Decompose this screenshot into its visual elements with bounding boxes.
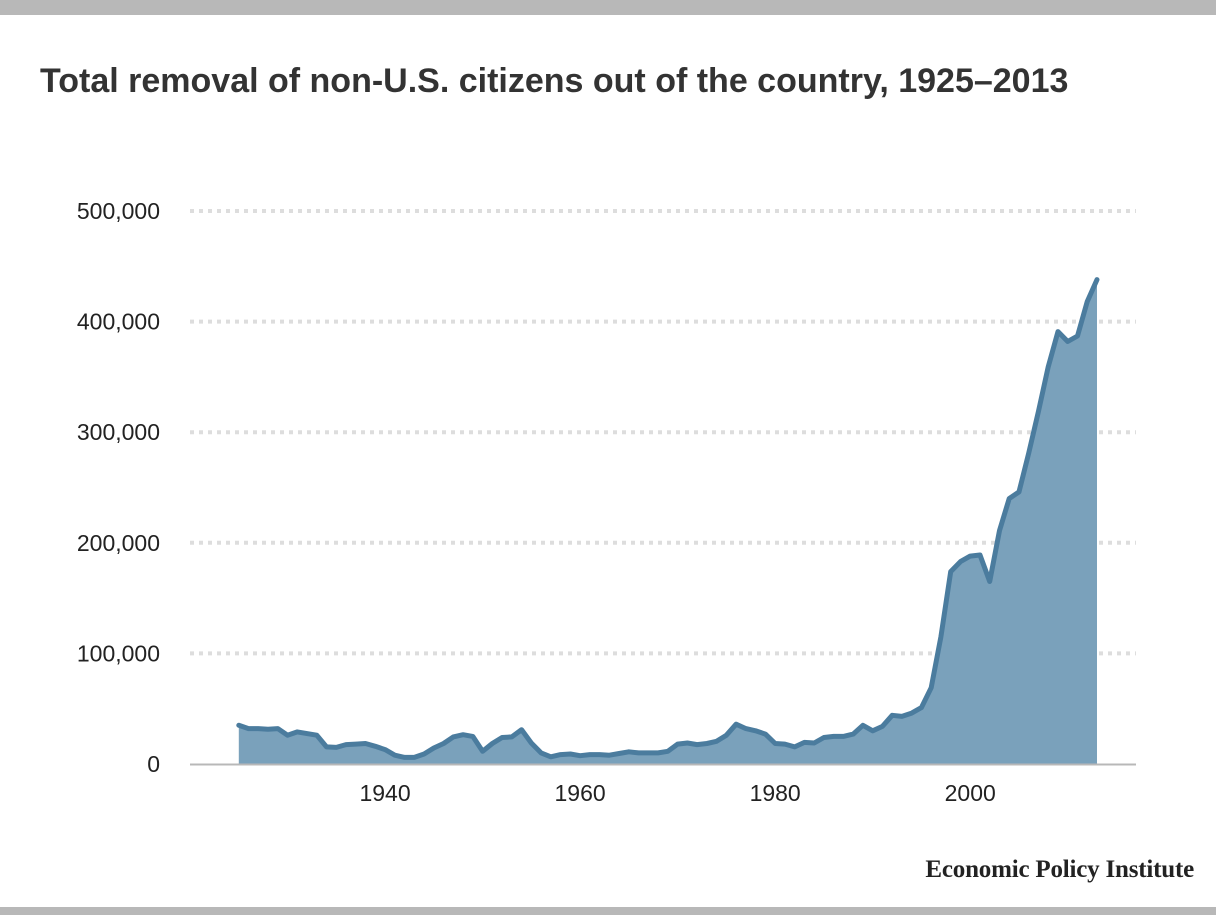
y-axis-ticks: 0 100,000 200,000 300,000 400,000 500,000 [77, 198, 160, 777]
x-tick-label: 1940 [359, 780, 410, 806]
y-tick-label: 0 [147, 751, 160, 777]
y-tick-label: 200,000 [77, 530, 160, 556]
y-tick-label: 400,000 [77, 309, 160, 335]
x-tick-label: 2000 [945, 780, 996, 806]
x-tick-label: 1980 [750, 780, 801, 806]
bottom-frame-bar [0, 907, 1216, 915]
chart-title: Total removal of non-U.S. citizens out o… [40, 62, 1069, 100]
source-credit: Economic Policy Institute [925, 856, 1194, 883]
y-tick-label: 500,000 [77, 198, 160, 224]
area-fill [238, 279, 1098, 764]
y-tick-label: 100,000 [77, 640, 160, 666]
y-tick-label: 300,000 [77, 419, 160, 445]
series-line [236, 277, 1100, 760]
top-frame-bar [0, 0, 1216, 15]
x-tick-label: 1960 [555, 780, 606, 806]
x-axis-ticks: 1940 1960 1980 2000 [359, 780, 995, 806]
plot-area [236, 277, 1100, 764]
